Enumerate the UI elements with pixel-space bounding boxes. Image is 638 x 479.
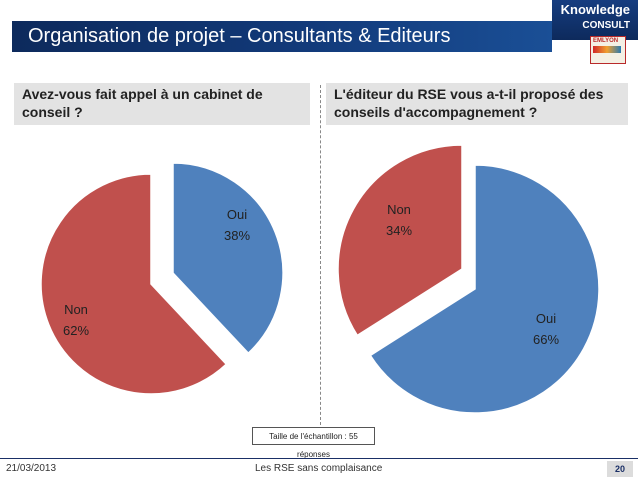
slice-value-non: 34% — [386, 223, 412, 238]
question-right: L'éditeur du RSE vous a-t-il proposé des… — [326, 83, 628, 125]
logo-line2: CONSULT — [582, 20, 630, 31]
emlyon-badge-icon: EMLYON — [590, 36, 626, 64]
pie-slice-oui — [369, 164, 600, 414]
pie-chart-right: Oui 66% Non 34% — [337, 144, 600, 414]
pie-slice-non — [40, 173, 228, 395]
page-title: Organisation de projet – Consultants & E… — [28, 25, 451, 47]
footer-center-text: Les RSE sans complaisance — [255, 463, 383, 474]
slice-value-oui: 38% — [224, 228, 250, 243]
badge-text: EMLYON — [593, 38, 619, 44]
footer-line — [0, 458, 638, 459]
slice-label-non: Non — [387, 202, 411, 217]
chart-divider — [320, 85, 321, 430]
title-bar: Organisation de projet – Consultants & E… — [12, 21, 552, 52]
slice-label-oui: Oui — [536, 311, 556, 326]
badge-stripe — [593, 46, 621, 53]
sample-size-note: Taille de l'échantillon : 55 réponses — [252, 427, 375, 459]
pie-slice-non — [337, 144, 463, 337]
slice-label-non: Non — [64, 302, 88, 317]
slice-label-oui: Oui — [227, 207, 247, 222]
slice-value-non: 62% — [63, 323, 89, 338]
header-banner: Organisation de projet – Consultants & E… — [0, 0, 638, 64]
footer-date: 21/03/2013 — [6, 463, 57, 474]
pie-chart-left: Oui 38% Non 62% — [40, 162, 284, 395]
knowledge-consult-logo: Knowledge CONSULT — [552, 0, 638, 40]
logo-line1: Knowledge — [560, 2, 630, 17]
page-number: 20 — [607, 461, 633, 477]
slice-value-oui: 66% — [533, 332, 559, 347]
pie-slice-oui — [172, 162, 284, 355]
question-left: Avez-vous fait appel à un cabinet de con… — [14, 83, 310, 125]
